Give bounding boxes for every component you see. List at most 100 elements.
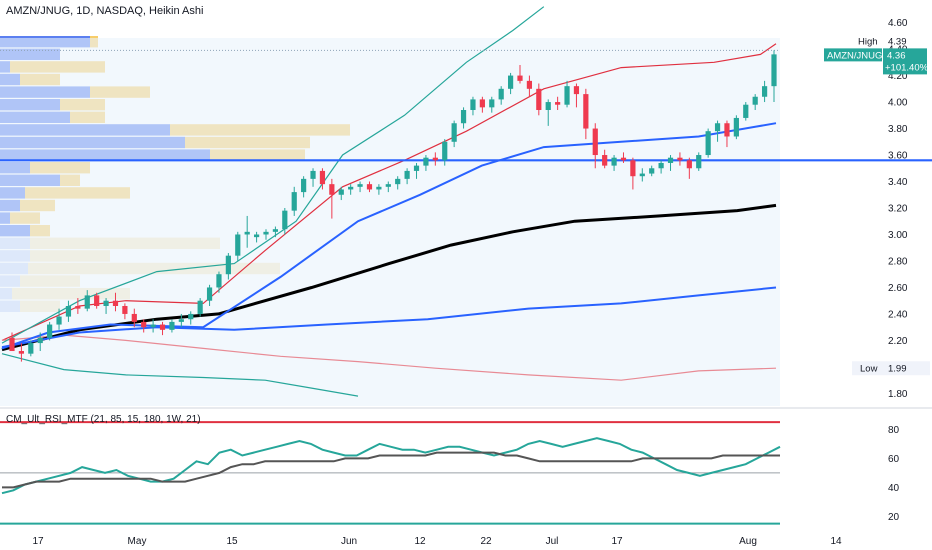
price-tick-label: 3.00	[888, 230, 908, 241]
candle-body	[9, 337, 15, 352]
candle-body	[620, 157, 627, 161]
candle-body	[338, 189, 344, 195]
rsi-pane: 20 40 60 80	[0, 421, 900, 525]
candle-body	[564, 86, 570, 105]
candle-body	[84, 295, 90, 309]
candle-body	[404, 170, 410, 179]
time-tick-label: 17	[611, 536, 623, 547]
candle-body	[103, 300, 109, 306]
candle-body	[188, 313, 194, 320]
time-axis[interactable]: 17 May 15 22 Jun 12 Jul 17 Aug 14	[32, 536, 842, 547]
time-tick-label: Jun	[341, 536, 357, 547]
candle-body	[225, 255, 231, 275]
candle-body	[667, 157, 674, 163]
candle-body	[291, 192, 297, 211]
candle-body	[56, 316, 62, 325]
candle-body	[310, 170, 316, 179]
candle-body	[639, 173, 645, 177]
candle-body	[489, 99, 495, 108]
moving-average-line	[1, 286, 777, 349]
candle-body	[451, 123, 457, 142]
price-tick-label: 4.00	[888, 98, 908, 109]
price-tick-label: 3.80	[888, 124, 908, 135]
candle-body	[705, 131, 711, 156]
candle-body	[460, 110, 467, 124]
candle-body	[752, 96, 758, 105]
moving-average-line	[1, 122, 777, 350]
time-tick-label: 22	[480, 536, 492, 547]
indicator-label: CM_Ult_RSI_MTF (21, 85, 15, 180, 1W, 21)	[6, 414, 201, 425]
candle-body	[319, 170, 326, 185]
candle-body	[630, 160, 636, 177]
low-label: Low	[860, 364, 878, 375]
rsi-tick-label: 80	[888, 425, 900, 436]
candle-body	[733, 117, 739, 137]
rsi-tick-label: 60	[888, 454, 900, 465]
price-tick-label: 2.20	[888, 336, 908, 347]
candle-body	[714, 123, 721, 132]
candle-body	[479, 99, 485, 108]
rsi-tick-label: 20	[888, 512, 900, 523]
candle-body	[366, 184, 373, 190]
price-tick-label: 2.80	[888, 256, 908, 267]
rsi-tick-label: 40	[888, 483, 900, 494]
time-tick-label: Aug	[739, 536, 757, 547]
time-tick-label: 12	[414, 536, 426, 547]
candle-body	[611, 157, 617, 166]
candle-body	[602, 155, 608, 166]
rsi-series-line	[1, 437, 781, 495]
candle-body	[432, 157, 438, 161]
value-area-box	[0, 38, 780, 406]
candle-body	[178, 319, 184, 322]
candle-body	[75, 306, 81, 309]
candle-body	[761, 86, 768, 97]
candle-body	[94, 295, 100, 306]
candle-body	[47, 324, 53, 338]
candle-body	[649, 168, 655, 174]
candle-body	[724, 123, 730, 137]
low-tag	[852, 361, 930, 376]
rsi-series-line	[2, 451, 780, 489]
candle-body	[385, 184, 391, 187]
candle-body	[216, 274, 222, 288]
candle-body	[18, 351, 25, 354]
candle-body	[282, 210, 288, 230]
chart-header: AMZN/JNUG, 1D, NASDAQ, Heikin Ashi	[6, 5, 204, 17]
candle-body	[357, 184, 363, 187]
price-tick-label: 4.60	[888, 18, 908, 29]
candle-body	[696, 155, 702, 169]
low-value: 1.99	[888, 364, 907, 375]
candle-body	[545, 102, 551, 110]
price-tick-label: 3.60	[888, 151, 908, 162]
candle-body	[395, 178, 401, 185]
candle-body	[507, 75, 514, 89]
candle-body	[686, 160, 692, 169]
candle-body	[376, 186, 382, 190]
last-price-value: 4.36	[887, 50, 906, 61]
time-tick-label: Jul	[546, 536, 559, 547]
candle-body	[526, 80, 533, 89]
candle-body	[743, 104, 749, 118]
candle-body	[592, 128, 598, 156]
time-tick-label: 17	[32, 536, 44, 547]
candle-body	[65, 306, 72, 317]
candle-body	[150, 324, 156, 328]
candle-body	[301, 178, 307, 193]
candle-body	[197, 300, 203, 314]
symbol-label: AMZN/JNUG	[827, 50, 882, 61]
candle-body	[573, 86, 580, 95]
price-tick-label: 2.40	[888, 309, 908, 320]
candle-body	[141, 321, 147, 328]
price-tick-label: 1.80	[888, 389, 908, 400]
candle-body	[131, 313, 137, 322]
price-axis[interactable]: 1.802.002.202.402.602.803.003.203.403.60…	[888, 18, 908, 400]
band-line	[1, 353, 359, 397]
candle-body	[235, 234, 241, 256]
price-tags: High 4.39 AMZN/JNUG 4.36+101.40% Low 1.99	[824, 36, 930, 376]
candle-body	[169, 321, 175, 330]
last-price-tag	[883, 48, 927, 75]
candle-body	[677, 157, 683, 161]
candle-body	[329, 184, 335, 195]
candle-body	[253, 234, 260, 238]
band-line	[1, 334, 777, 381]
